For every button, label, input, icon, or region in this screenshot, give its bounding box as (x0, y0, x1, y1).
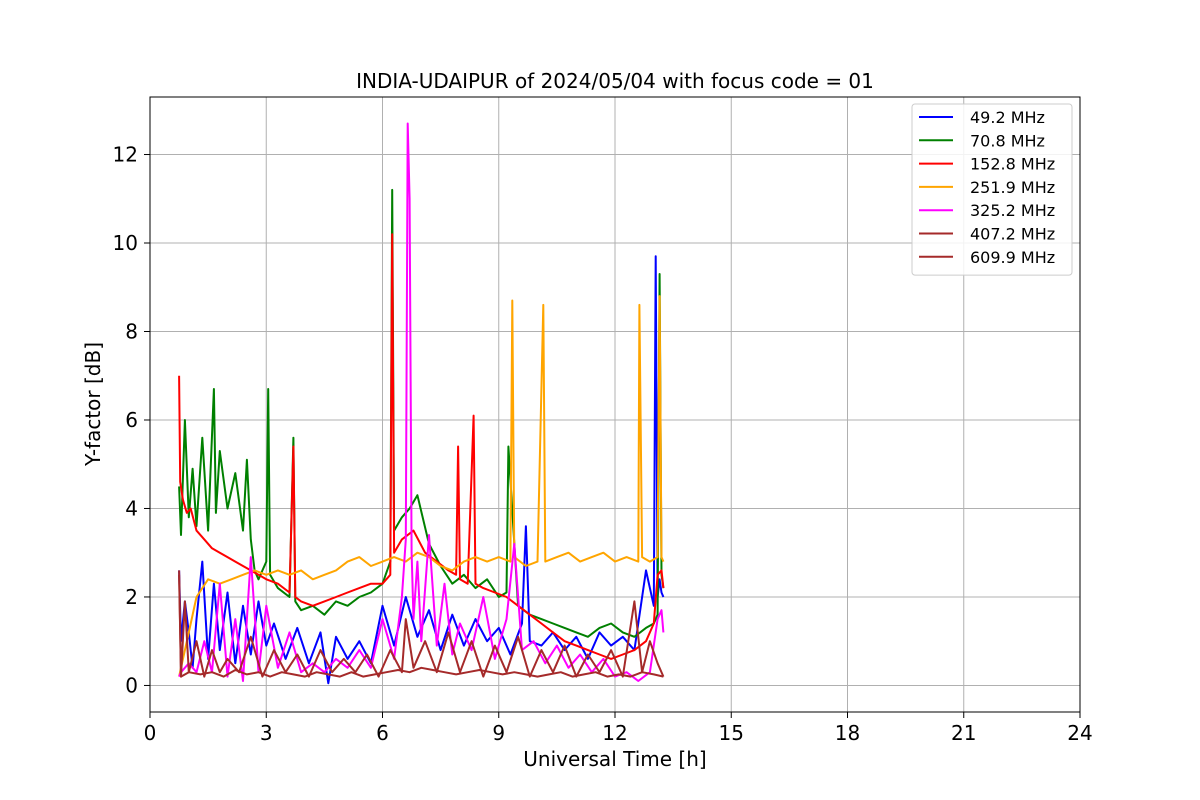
x-tick-label: 0 (144, 721, 157, 745)
series-line-2 (178, 233, 665, 660)
legend-label-2: 152.8 MHz (970, 155, 1055, 174)
legend-label-6: 609.9 MHz (970, 248, 1055, 267)
y-tick-label: 12 (113, 143, 138, 167)
legend-label-1: 70.8 MHz (970, 131, 1045, 150)
x-tick-label: 18 (835, 721, 860, 745)
series-line-0 (178, 255, 665, 685)
x-tick-label: 12 (602, 721, 627, 745)
x-tick-label: 3 (260, 721, 273, 745)
legend-label-4: 325.2 MHz (970, 201, 1055, 220)
x-tick-label: 6 (376, 721, 389, 745)
chart-title: INDIA-UDAIPUR of 2024/05/04 with focus c… (356, 69, 874, 93)
series-line-5 (178, 574, 664, 678)
series-line-6 (178, 570, 665, 678)
x-tick-label: 21 (951, 721, 976, 745)
x-axis-label: Universal Time [h] (523, 747, 706, 771)
plot-series (178, 122, 665, 685)
legend: 49.2 MHz 70.8 MHz 152.8 MHz 251.9 MHz 32… (911, 103, 1073, 276)
x-tick-label: 9 (492, 721, 505, 745)
legend-label-3: 251.9 MHz (970, 178, 1055, 197)
legend-label-0: 49.2 MHz (970, 108, 1045, 127)
y-axis-label: Y-factor [dB] (81, 342, 105, 467)
y-tick-label: 6 (125, 408, 138, 432)
legend-label-5: 407.2 MHz (970, 225, 1055, 244)
y-tick-label: 2 (125, 585, 138, 609)
x-tick-label: 24 (1067, 721, 1092, 745)
y-tick-label: 8 (125, 319, 138, 343)
x-tick-label: 15 (719, 721, 744, 745)
series-line-4 (178, 122, 665, 682)
legend-box (911, 103, 1073, 276)
series-line-3 (178, 295, 665, 677)
y-tick-label: 10 (113, 231, 138, 255)
y-tick-label: 4 (125, 496, 138, 520)
y-tick-label: 0 (125, 673, 138, 697)
